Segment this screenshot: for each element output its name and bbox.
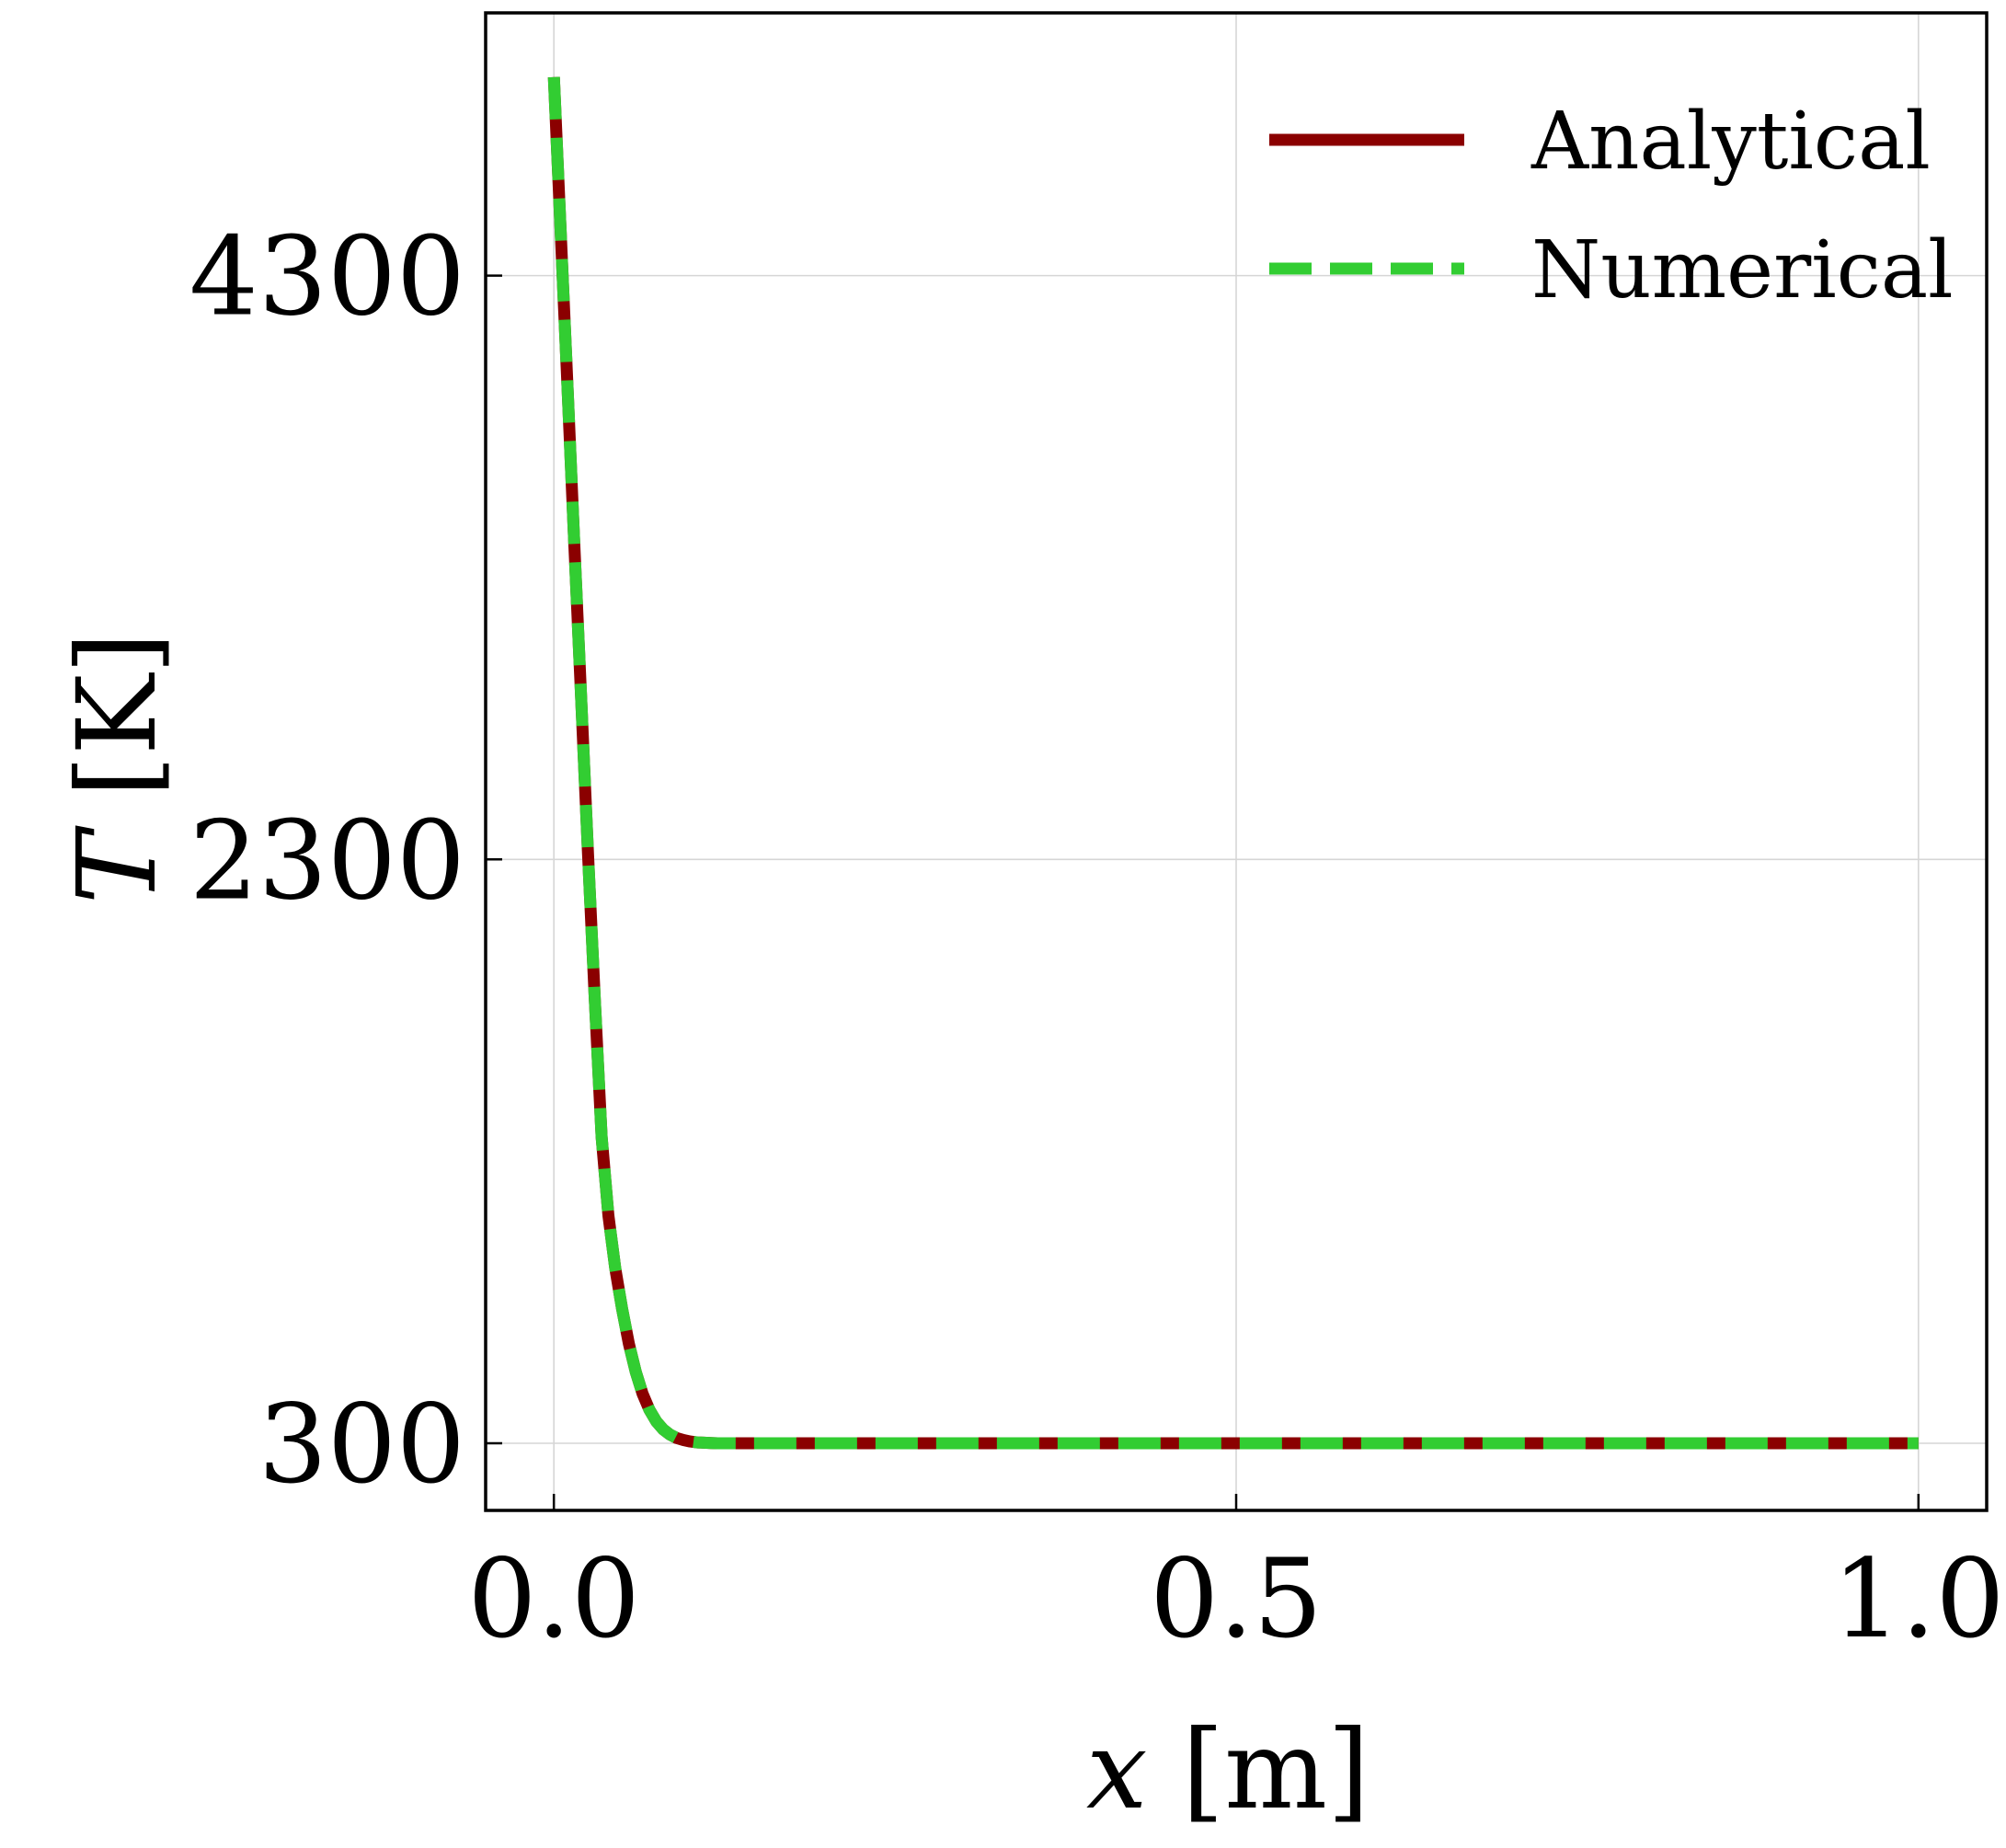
x-axis-variable: x	[1086, 1706, 1148, 1833]
axis-ticks	[486, 274, 1920, 1510]
series-line-numerical	[547, 76, 1919, 1450]
y-tick-label: 4300	[189, 213, 465, 340]
x-tick-label: 0.0	[467, 1535, 640, 1662]
legend: Analytical Numerical	[1269, 96, 1954, 316]
x-axis-label: x [m]	[1086, 1706, 1370, 1833]
x-axis-unit: [m]	[1148, 1706, 1370, 1833]
y-axis-variable: T	[53, 825, 180, 904]
y-axis-label: T [K]	[53, 632, 180, 904]
y-axis-unit: [K]	[53, 632, 180, 832]
y-axis-title: T [K]	[53, 632, 180, 904]
y-tick-label: 2300	[189, 797, 465, 924]
legend-label-analytical: Analytical	[1530, 96, 1931, 188]
x-tick-label: 0.5	[1150, 1535, 1323, 1662]
plot-series	[547, 76, 1919, 1450]
legend-label-numerical: Numerical	[1531, 224, 1954, 316]
y-tick-label: 300	[258, 1381, 465, 1508]
x-tick-label: 1.0	[1832, 1535, 2005, 1662]
